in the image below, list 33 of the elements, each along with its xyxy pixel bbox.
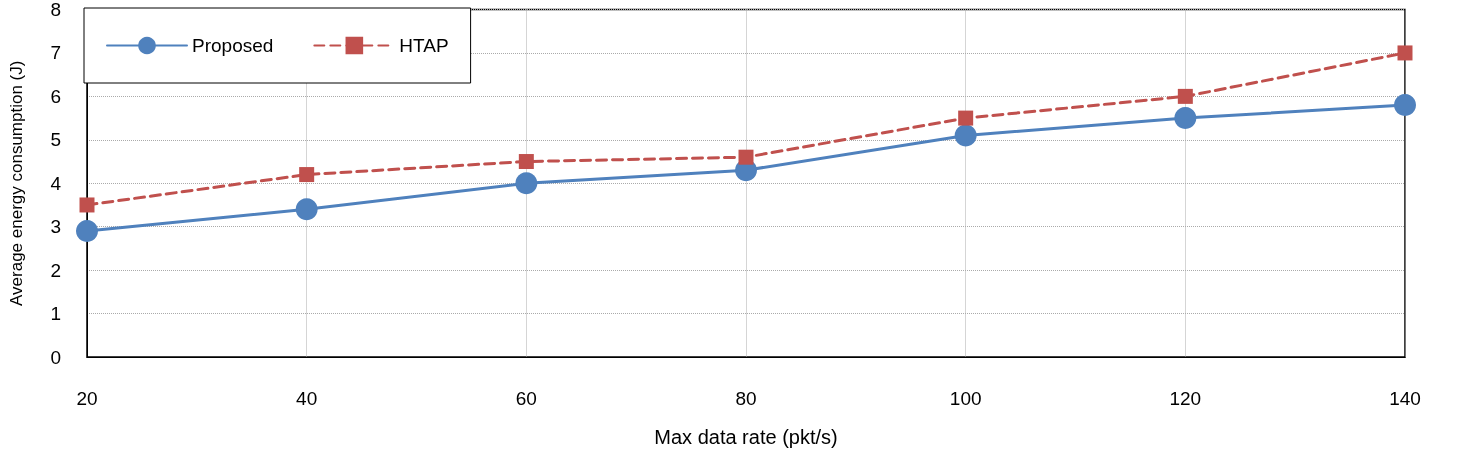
point <box>1394 94 1416 117</box>
x-axis-title: Max data rate (pkt/s) <box>654 426 838 448</box>
y-axis-title: Average energy consumption (J) <box>7 60 26 306</box>
point <box>1174 107 1197 130</box>
x-tick-label: 120 <box>1169 388 1202 409</box>
point <box>1397 45 1413 61</box>
x-tick-label: 140 <box>1389 388 1421 409</box>
x-tick-label: 80 <box>735 388 757 409</box>
y-tick-label: 0 <box>50 346 61 368</box>
point <box>76 220 98 243</box>
x-tick-label: 40 <box>296 388 318 409</box>
x-tick-label: 20 <box>76 388 98 409</box>
point <box>518 154 534 170</box>
point <box>515 172 538 195</box>
legend-label: HTAP <box>399 35 449 56</box>
point <box>1177 88 1193 104</box>
point <box>299 167 315 183</box>
point <box>295 198 318 221</box>
y-tick-label: 1 <box>50 303 61 325</box>
point <box>738 149 754 165</box>
point <box>958 110 974 126</box>
y-tick-label: 5 <box>50 129 61 151</box>
y-tick-label: 3 <box>50 216 61 238</box>
x-tick-label: 60 <box>515 388 537 409</box>
legend-label: Proposed <box>192 35 274 56</box>
y-tick-label: 8 <box>50 0 61 20</box>
y-tick-label: 4 <box>50 172 62 194</box>
point <box>79 197 95 213</box>
y-tick-label: 6 <box>50 85 61 107</box>
y-tick-label: 2 <box>50 259 61 281</box>
y-tick-label: 7 <box>50 42 61 64</box>
x-tick-label: 100 <box>949 388 982 409</box>
point <box>954 124 977 147</box>
